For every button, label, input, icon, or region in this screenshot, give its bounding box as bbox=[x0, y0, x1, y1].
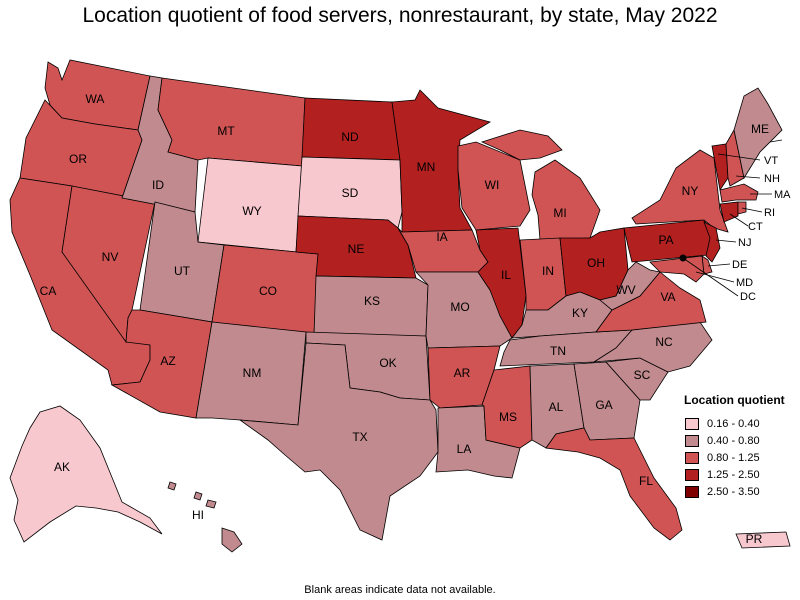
label-wi: WI bbox=[485, 178, 500, 192]
legend-items: 0.16 - 0.40 0.40 - 0.80 0.80 - 1.25 1.25 - … bbox=[684, 415, 800, 500]
legend-item: 2.50 - 3.50 bbox=[684, 483, 800, 500]
state-mi-upper[interactable] bbox=[480, 129, 563, 161]
label-ks: KS bbox=[364, 294, 380, 308]
label-ct: CT bbox=[748, 221, 763, 233]
legend-label: 0.80 - 1.25 bbox=[707, 451, 760, 464]
label-mn: MN bbox=[417, 160, 436, 174]
label-wa: WA bbox=[86, 92, 105, 106]
label-ak: AK bbox=[54, 460, 70, 474]
label-nd: ND bbox=[341, 130, 359, 144]
label-co: CO bbox=[259, 284, 277, 298]
legend-label: 0.40 - 0.80 bbox=[707, 434, 760, 447]
legend-title: Location quotient bbox=[684, 393, 785, 407]
label-hi: HI bbox=[192, 508, 204, 522]
state-nc[interactable] bbox=[593, 321, 713, 373]
state-wv[interactable] bbox=[599, 261, 661, 311]
label-sd: SD bbox=[342, 186, 359, 200]
label-ky: KY bbox=[572, 306, 588, 320]
label-nh: NH bbox=[764, 173, 780, 185]
legend-label: 2.50 - 3.50 bbox=[707, 485, 760, 498]
label-wv: WV bbox=[616, 283, 635, 297]
label-va: VA bbox=[660, 290, 675, 304]
label-mt: MT bbox=[217, 124, 235, 138]
state-mi[interactable] bbox=[531, 159, 601, 241]
state-hi[interactable] bbox=[221, 527, 243, 553]
label-me: ME bbox=[751, 122, 769, 136]
label-mi: MI bbox=[553, 206, 566, 220]
state-me[interactable] bbox=[733, 87, 783, 180]
label-nm: NM bbox=[243, 366, 262, 380]
label-ny: NY bbox=[682, 184, 699, 198]
label-ga: GA bbox=[595, 398, 612, 412]
label-ok: OK bbox=[379, 356, 396, 370]
legend-swatch bbox=[685, 485, 699, 498]
label-tn: TN bbox=[550, 344, 566, 358]
label-sc: SC bbox=[634, 368, 651, 382]
label-ca: CA bbox=[40, 284, 57, 298]
state-pr[interactable] bbox=[735, 531, 791, 549]
legend-item: 1.25 - 2.50 bbox=[684, 466, 800, 483]
label-ne: NE bbox=[348, 242, 365, 256]
label-wy: WY bbox=[242, 204, 261, 218]
state-mt[interactable] bbox=[157, 77, 306, 167]
label-nv: NV bbox=[102, 250, 119, 264]
label-ut: UT bbox=[174, 264, 191, 278]
state-fl[interactable] bbox=[545, 427, 683, 541]
legend-label: 0.16 - 0.40 bbox=[707, 417, 760, 430]
legend-item: 0.16 - 0.40 bbox=[684, 415, 800, 432]
label-ms: MS bbox=[499, 410, 517, 424]
label-mo: MO bbox=[450, 300, 469, 314]
label-id: ID bbox=[152, 178, 164, 192]
label-or: OR bbox=[69, 152, 87, 166]
legend-swatch bbox=[685, 451, 699, 464]
state-ny[interactable] bbox=[631, 149, 729, 233]
legend: Location quotient 0.16 - 0.40 0.40 - 0.80… bbox=[684, 393, 800, 500]
state-ma[interactable] bbox=[719, 183, 759, 203]
label-ma: MA bbox=[774, 189, 791, 201]
legend-item: 0.40 - 0.80 bbox=[684, 432, 800, 449]
label-tx: TX bbox=[352, 430, 367, 444]
state-nj[interactable] bbox=[703, 221, 721, 263]
label-il: IL bbox=[501, 268, 511, 282]
state-nh[interactable] bbox=[725, 128, 745, 187]
state-ak[interactable] bbox=[9, 405, 163, 543]
label-pa: PA bbox=[658, 233, 673, 247]
leader-lines bbox=[682, 139, 783, 297]
legend-swatch bbox=[685, 434, 699, 447]
legend-swatch bbox=[685, 417, 699, 430]
label-nj: NJ bbox=[738, 237, 751, 249]
state-nd[interactable] bbox=[301, 97, 401, 161]
label-ri: RI bbox=[764, 207, 775, 219]
footnote: Blank areas indicate data not available. bbox=[304, 584, 496, 596]
label-ar: AR bbox=[454, 366, 471, 380]
state-wi[interactable] bbox=[457, 141, 531, 231]
state-tx[interactable] bbox=[238, 342, 439, 541]
state-ct[interactable] bbox=[719, 201, 739, 223]
label-la: LA bbox=[457, 442, 472, 456]
label-nc: NC bbox=[655, 335, 673, 349]
state-hi-islands[interactable] bbox=[167, 481, 217, 509]
legend-swatch bbox=[685, 468, 699, 481]
label-dc: DC bbox=[740, 291, 756, 303]
state-md[interactable] bbox=[649, 255, 705, 283]
label-az: AZ bbox=[160, 354, 175, 368]
label-al: AL bbox=[549, 400, 564, 414]
label-ia: IA bbox=[436, 230, 447, 244]
label-de: DE bbox=[732, 259, 747, 271]
map-title: Location quotient of food servers, nonre… bbox=[82, 4, 718, 27]
label-fl: FL bbox=[639, 474, 653, 488]
label-in: IN bbox=[542, 264, 554, 278]
legend-item: 0.80 - 1.25 bbox=[684, 449, 800, 466]
label-md: MD bbox=[736, 277, 753, 289]
label-pr: PR bbox=[746, 532, 763, 546]
label-vt: VT bbox=[764, 155, 778, 167]
label-oh: OH bbox=[587, 256, 605, 270]
legend-label: 1.25 - 2.50 bbox=[707, 468, 760, 481]
